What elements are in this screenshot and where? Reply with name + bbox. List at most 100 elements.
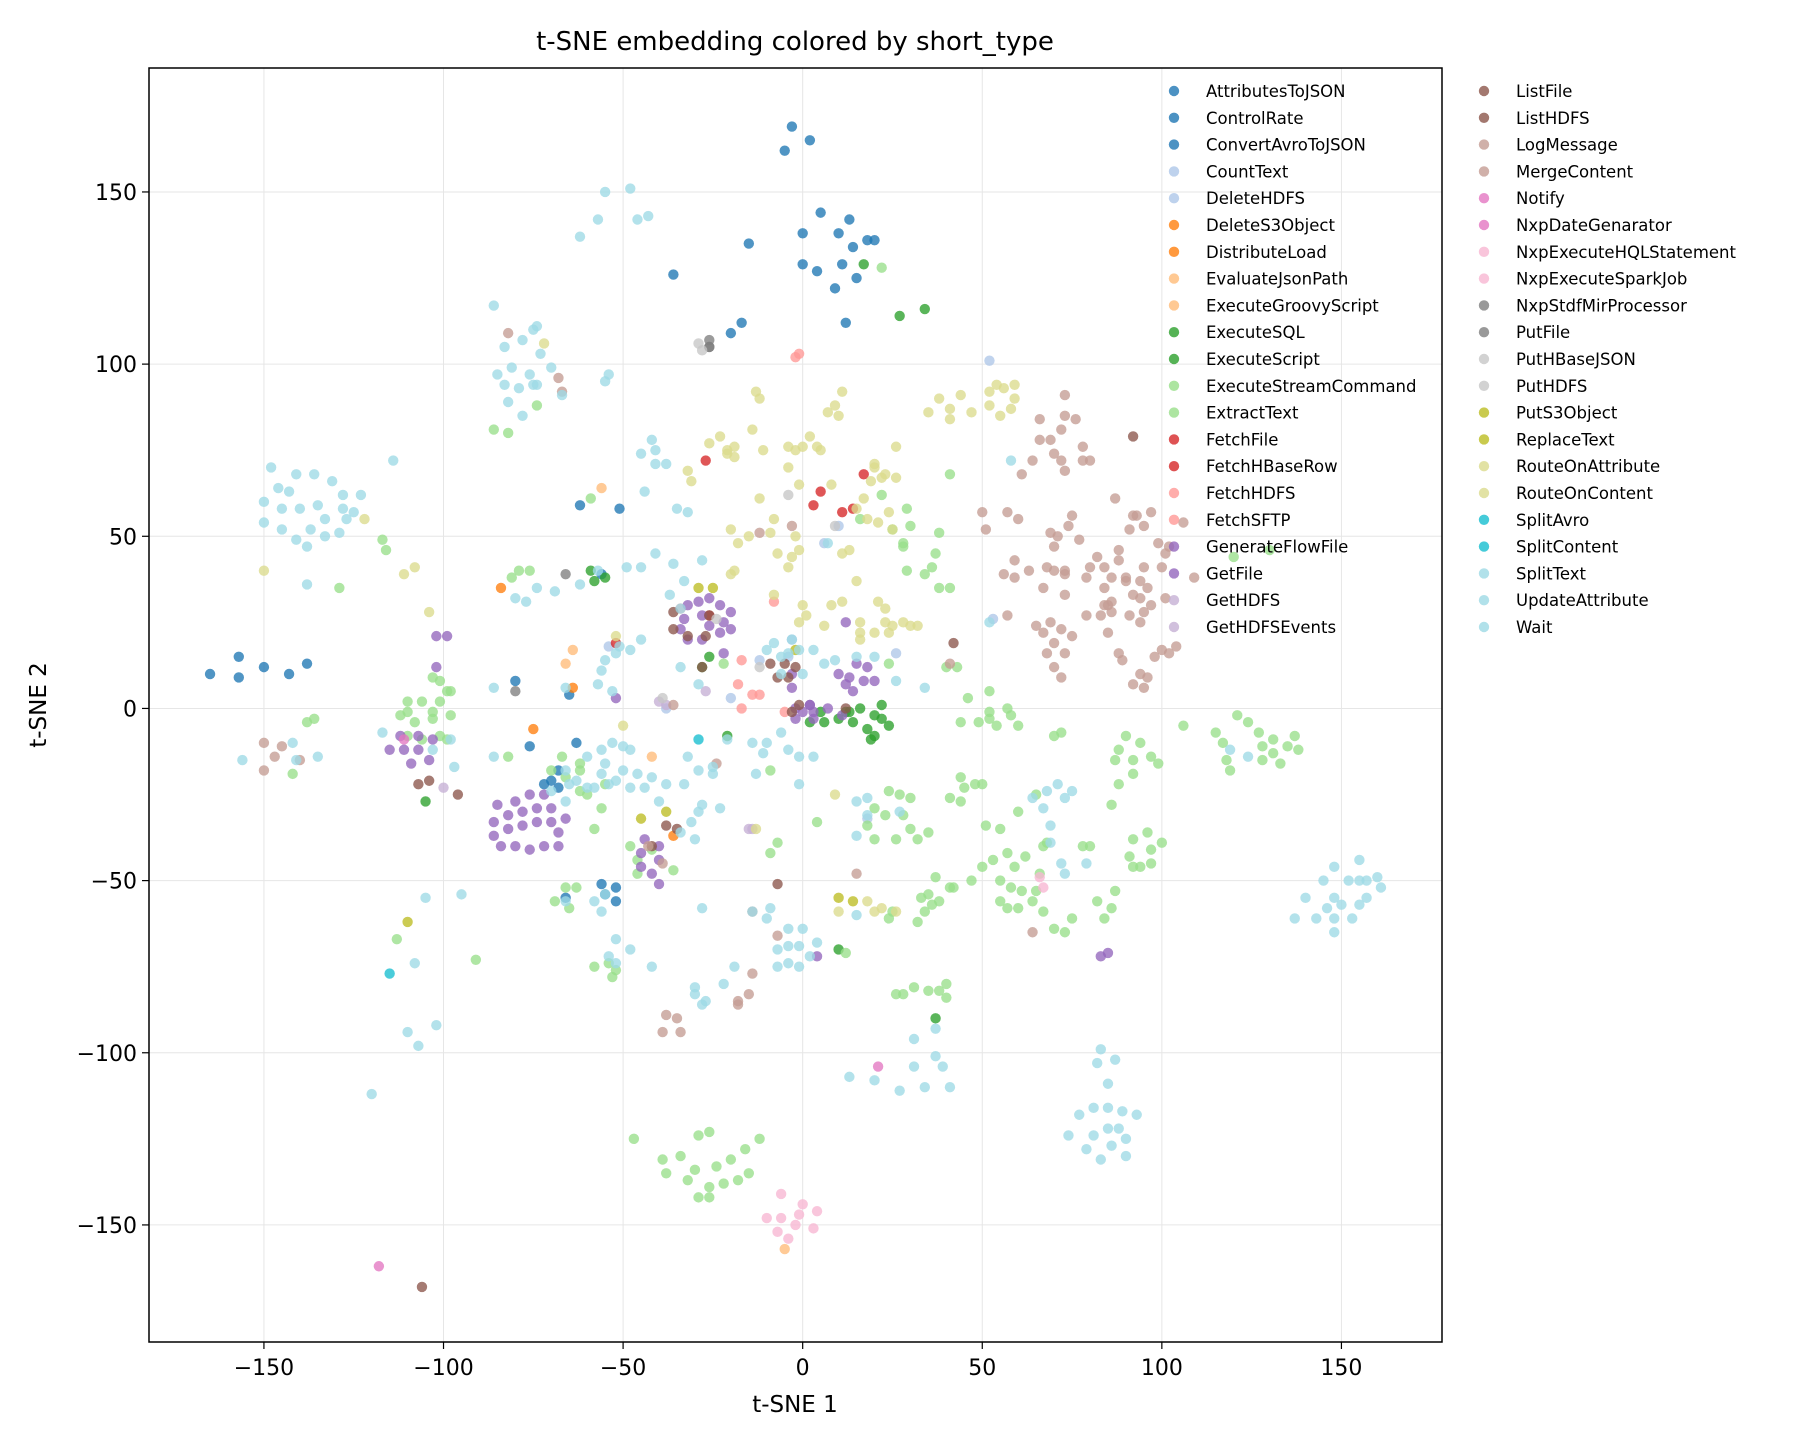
legend-marker bbox=[1478, 434, 1490, 445]
data-point bbox=[1084, 455, 1096, 466]
data-point bbox=[312, 500, 324, 511]
data-point bbox=[1002, 847, 1013, 859]
data-point bbox=[513, 383, 525, 394]
legend-marker bbox=[1478, 541, 1490, 552]
data-point bbox=[560, 813, 571, 824]
data-point bbox=[1041, 785, 1053, 797]
data-point bbox=[1232, 710, 1243, 721]
legend-label: ExecuteGroovyScript bbox=[1206, 296, 1379, 315]
legend-label: PutHBaseJSON bbox=[1516, 350, 1636, 369]
data-point bbox=[1092, 1057, 1103, 1069]
data-point bbox=[829, 789, 841, 800]
data-point bbox=[258, 737, 270, 749]
data-point bbox=[944, 1082, 956, 1093]
data-point bbox=[1027, 455, 1038, 466]
data-point bbox=[696, 555, 708, 566]
data-point bbox=[804, 135, 816, 146]
data-point bbox=[1056, 727, 1067, 738]
legend-marker bbox=[1168, 327, 1180, 338]
data-point bbox=[661, 820, 672, 831]
data-point bbox=[560, 796, 571, 807]
y-axis-label: t-SNE 2 bbox=[26, 662, 52, 748]
data-point bbox=[269, 751, 280, 762]
data-point bbox=[650, 458, 661, 470]
data-point bbox=[1127, 768, 1139, 780]
data-point bbox=[704, 620, 715, 632]
data-point bbox=[495, 840, 507, 852]
data-point bbox=[301, 717, 313, 728]
data-point bbox=[793, 751, 805, 762]
data-point bbox=[869, 803, 880, 814]
data-point bbox=[804, 431, 816, 442]
data-point bbox=[1264, 544, 1275, 556]
data-point bbox=[926, 562, 938, 573]
data-point bbox=[657, 1154, 668, 1165]
data-point bbox=[589, 823, 600, 835]
data-point bbox=[811, 265, 823, 277]
data-point bbox=[894, 806, 905, 817]
data-point bbox=[984, 400, 995, 411]
data-point bbox=[549, 896, 561, 907]
data-point bbox=[1059, 465, 1071, 477]
x-tick-label: −150 bbox=[234, 1356, 294, 1381]
data-point bbox=[898, 989, 909, 1000]
data-point bbox=[574, 500, 586, 511]
data-point bbox=[772, 961, 783, 972]
data-point bbox=[912, 834, 923, 845]
data-point bbox=[797, 228, 808, 239]
data-point bbox=[783, 958, 794, 969]
data-point bbox=[890, 675, 902, 687]
legend-label: GetHDFS bbox=[1206, 591, 1280, 610]
data-point bbox=[1045, 617, 1056, 628]
data-point bbox=[675, 603, 686, 614]
data-point bbox=[1002, 902, 1013, 914]
data-point bbox=[1361, 892, 1372, 904]
data-point bbox=[736, 703, 747, 714]
data-point bbox=[725, 692, 737, 704]
data-point bbox=[1153, 758, 1164, 769]
legend-marker bbox=[1168, 112, 1180, 124]
data-point bbox=[502, 823, 514, 835]
data-point bbox=[1135, 575, 1146, 587]
data-point bbox=[790, 531, 801, 542]
data-point bbox=[470, 954, 482, 965]
data-point bbox=[987, 854, 999, 866]
data-point bbox=[650, 445, 661, 456]
data-point bbox=[693, 765, 704, 776]
data-point bbox=[984, 355, 995, 366]
data-point bbox=[1092, 551, 1103, 563]
data-point bbox=[1059, 927, 1071, 938]
data-point bbox=[1120, 572, 1132, 583]
data-point bbox=[538, 338, 550, 349]
data-point bbox=[851, 575, 862, 587]
data-point bbox=[836, 259, 848, 270]
data-point bbox=[589, 961, 600, 972]
data-point bbox=[287, 737, 298, 749]
data-point bbox=[1048, 541, 1060, 552]
data-point bbox=[1217, 737, 1229, 749]
data-point bbox=[1131, 1109, 1142, 1120]
data-point bbox=[797, 1199, 808, 1210]
data-point bbox=[736, 317, 747, 328]
data-point bbox=[923, 407, 934, 418]
data-point bbox=[689, 1164, 701, 1176]
data-point bbox=[1074, 1109, 1085, 1120]
data-point bbox=[786, 551, 798, 563]
data-point bbox=[725, 1154, 737, 1165]
data-point bbox=[844, 1071, 855, 1083]
x-tick-label: −50 bbox=[600, 1356, 646, 1381]
y-tick-label: −50 bbox=[91, 870, 137, 895]
y-tick-label: −150 bbox=[77, 1214, 137, 1239]
data-point bbox=[682, 751, 693, 762]
legend-marker bbox=[1168, 246, 1180, 257]
data-point bbox=[1041, 562, 1053, 573]
data-point bbox=[919, 682, 930, 693]
data-point bbox=[502, 396, 514, 408]
data-point bbox=[524, 844, 535, 855]
data-point bbox=[944, 403, 956, 415]
data-point bbox=[905, 520, 916, 532]
data-point bbox=[1329, 892, 1340, 904]
data-point bbox=[1127, 510, 1139, 521]
data-point bbox=[948, 637, 959, 649]
data-point bbox=[499, 379, 510, 390]
